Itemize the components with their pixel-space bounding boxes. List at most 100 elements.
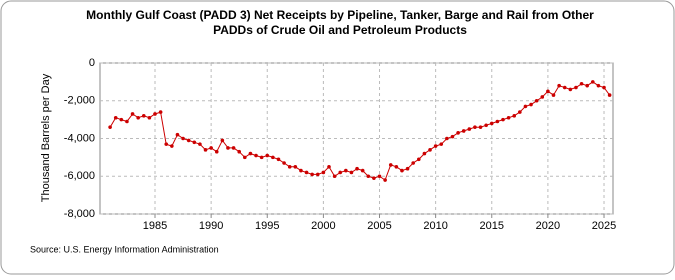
data-point xyxy=(231,146,236,150)
data-point xyxy=(456,131,460,135)
data-point xyxy=(579,81,584,86)
data-point xyxy=(220,138,225,143)
data-point xyxy=(433,144,438,148)
y-tick-label: 0 xyxy=(89,57,95,69)
data-point xyxy=(186,138,191,143)
data-point xyxy=(214,149,219,154)
x-tick-label: 1990 xyxy=(199,220,223,232)
data-point xyxy=(153,112,157,116)
data-point xyxy=(450,134,455,139)
data-point xyxy=(596,83,601,88)
data-point xyxy=(293,165,298,169)
data-point xyxy=(366,174,371,179)
data-point xyxy=(164,142,169,146)
y-axis-label: Thousand Barrels per Day xyxy=(40,73,52,202)
data-point xyxy=(523,104,528,109)
data-point xyxy=(372,176,376,180)
data-point xyxy=(489,121,494,126)
x-tick-label: 2000 xyxy=(311,220,335,232)
data-point xyxy=(411,161,415,165)
data-point xyxy=(237,149,241,154)
data-point xyxy=(287,165,292,169)
data-point xyxy=(259,155,264,160)
data-point xyxy=(422,151,427,156)
data-point xyxy=(226,146,230,150)
data-point xyxy=(198,142,202,146)
data-point xyxy=(315,172,320,177)
x-tick-label: 2025 xyxy=(592,220,616,232)
data-point xyxy=(540,95,545,99)
data-point xyxy=(299,168,303,173)
data-point xyxy=(282,161,286,165)
data-point xyxy=(501,117,505,122)
data-point xyxy=(394,165,399,169)
data-point xyxy=(562,85,567,90)
data-point xyxy=(203,148,208,152)
data-point xyxy=(568,87,573,92)
data-point xyxy=(141,114,146,118)
x-tick-label: 2010 xyxy=(423,220,447,232)
data-point xyxy=(248,151,253,156)
x-tick-label: 1985 xyxy=(143,220,167,232)
data-point xyxy=(473,125,477,129)
data-point xyxy=(388,163,393,167)
data-point xyxy=(546,89,550,94)
data-point xyxy=(136,115,140,120)
data-point xyxy=(495,119,500,124)
data-point xyxy=(607,93,612,97)
data-point xyxy=(574,85,578,90)
data-point xyxy=(338,170,343,175)
data-point xyxy=(327,165,331,169)
data-point xyxy=(400,168,404,173)
chart-title: Monthly Gulf Coast (PADD 3) Net Receipts… xyxy=(86,8,594,22)
data-point xyxy=(113,115,118,120)
data-point xyxy=(170,144,174,148)
chart-title: PADDs of Crude Oil and Petroleum Product… xyxy=(213,23,467,37)
data-point xyxy=(602,85,606,90)
data-point xyxy=(344,168,348,173)
x-tick-label: 2005 xyxy=(367,220,391,232)
data-point xyxy=(512,114,517,118)
data-point xyxy=(461,129,466,133)
data-point xyxy=(377,174,382,179)
data-point xyxy=(383,178,387,182)
data-point xyxy=(276,157,281,162)
data-point xyxy=(130,112,135,116)
data-point xyxy=(439,142,444,146)
data-point xyxy=(108,125,112,129)
data-point xyxy=(529,102,533,107)
data-point xyxy=(243,155,247,160)
data-point xyxy=(147,115,152,120)
y-tick-label: -2,000 xyxy=(64,95,95,107)
data-point xyxy=(304,170,309,175)
y-tick-label: -8,000 xyxy=(64,208,95,220)
data-point xyxy=(590,80,595,84)
data-point xyxy=(254,153,258,158)
data-point xyxy=(349,170,354,175)
data-point xyxy=(506,115,511,120)
data-point xyxy=(321,170,326,175)
data-point xyxy=(405,166,410,171)
data-point xyxy=(125,119,129,124)
data-point xyxy=(209,146,213,150)
data-point xyxy=(534,98,539,103)
data-point xyxy=(484,123,488,128)
data-point xyxy=(119,117,124,122)
data-point xyxy=(518,110,522,114)
data-point xyxy=(557,83,561,88)
data-point xyxy=(585,83,589,88)
data-point xyxy=(551,93,556,97)
data-point xyxy=(181,136,185,141)
x-tick-label: 1995 xyxy=(255,220,279,232)
data-point xyxy=(445,136,449,141)
source: Source: U.S. Energy Information Administ… xyxy=(30,244,219,254)
data-point xyxy=(355,166,359,171)
data-point xyxy=(417,157,421,162)
data-point xyxy=(158,110,163,114)
y-tick-label: -4,000 xyxy=(64,132,95,144)
data-point xyxy=(332,174,337,179)
data-point xyxy=(478,125,483,129)
y-tick-label: -6,000 xyxy=(64,170,95,182)
data-point xyxy=(467,127,472,131)
